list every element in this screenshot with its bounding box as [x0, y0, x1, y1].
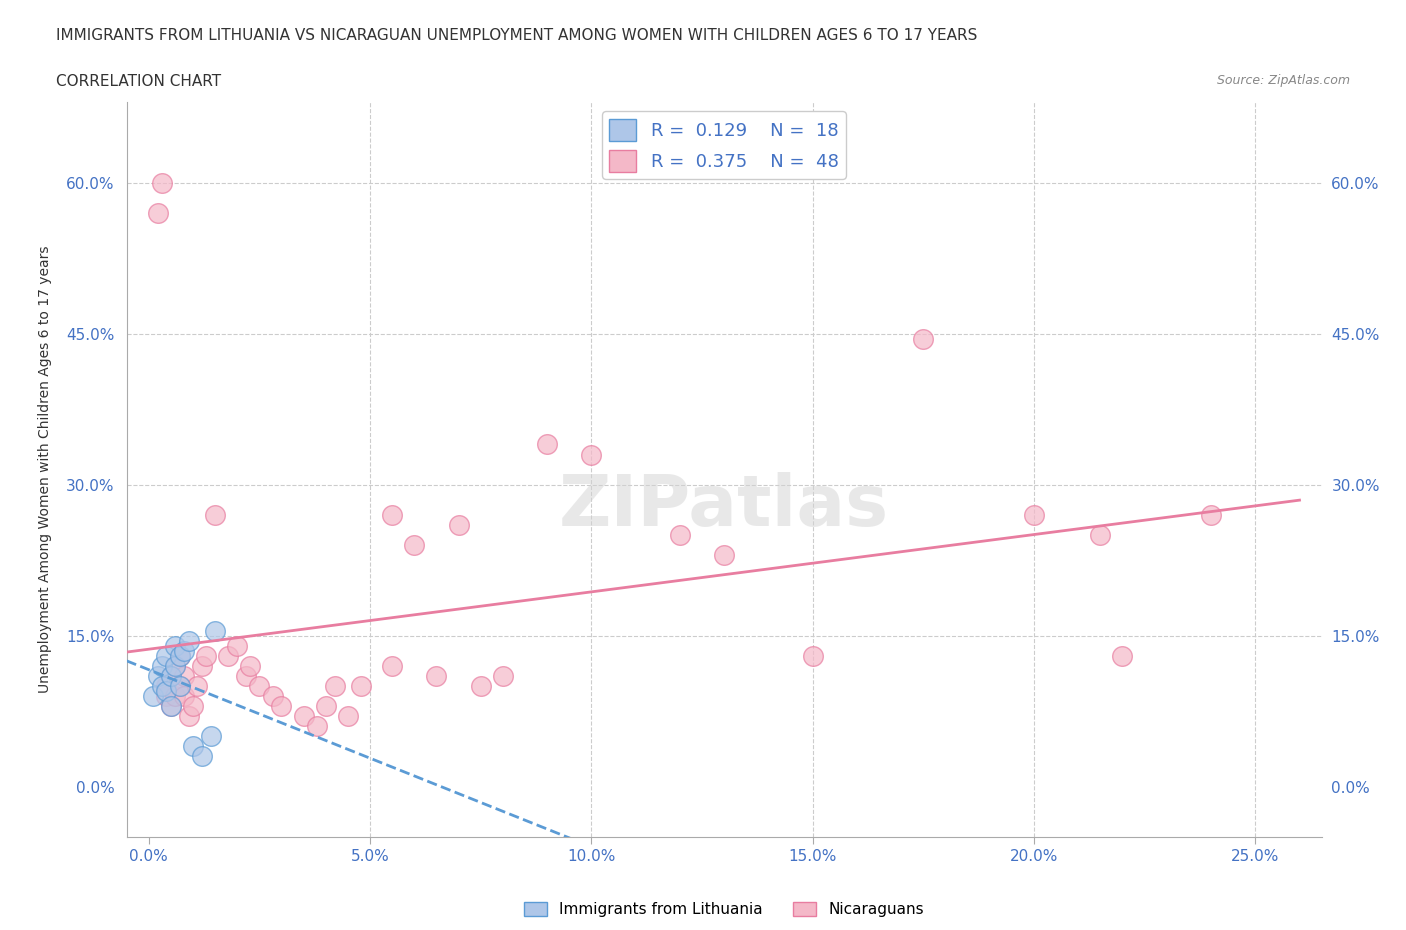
- Point: [1022, 508, 1045, 523]
- Point: [336, 709, 359, 724]
- Point: [155, 688, 177, 703]
- Point: [155, 648, 177, 663]
- Point: [173, 688, 195, 703]
- Point: [204, 623, 226, 638]
- Text: CORRELATION CHART: CORRELATION CHART: [56, 74, 221, 89]
- Point: [381, 508, 404, 523]
- Point: [912, 331, 935, 346]
- Point: [239, 658, 262, 673]
- Point: [159, 698, 181, 713]
- Point: [186, 679, 208, 694]
- Point: [404, 538, 426, 552]
- Point: [169, 679, 191, 694]
- Point: [150, 679, 173, 694]
- Legend: Immigrants from Lithuania, Nicaraguans: Immigrants from Lithuania, Nicaraguans: [517, 897, 931, 923]
- Point: [470, 679, 492, 694]
- Point: [146, 206, 169, 220]
- Point: [801, 648, 824, 663]
- Point: [195, 648, 218, 663]
- Point: [191, 749, 214, 764]
- Point: [447, 518, 470, 533]
- Point: [177, 709, 200, 724]
- Y-axis label: Unemployment Among Women with Children Ages 6 to 17 years: Unemployment Among Women with Children A…: [38, 246, 52, 694]
- Point: [169, 679, 191, 694]
- Text: ZIPatlas: ZIPatlas: [560, 472, 889, 541]
- Point: [1090, 527, 1112, 542]
- Point: [165, 638, 187, 653]
- Point: [350, 679, 373, 694]
- Point: [159, 669, 181, 684]
- Point: [247, 679, 270, 694]
- Point: [181, 698, 204, 713]
- Point: [381, 658, 404, 673]
- Point: [270, 698, 292, 713]
- Point: [292, 709, 315, 724]
- Point: [142, 688, 165, 703]
- Point: [169, 648, 191, 663]
- Point: [492, 669, 515, 684]
- Point: [177, 633, 200, 648]
- Point: [204, 508, 226, 523]
- Point: [159, 698, 181, 713]
- Point: [155, 684, 177, 698]
- Point: [173, 644, 195, 658]
- Point: [323, 679, 346, 694]
- Point: [200, 729, 222, 744]
- Point: [262, 688, 284, 703]
- Point: [581, 447, 603, 462]
- Point: [165, 688, 187, 703]
- Point: [669, 527, 692, 542]
- Point: [1111, 648, 1133, 663]
- Point: [159, 669, 181, 684]
- Text: Source: ZipAtlas.com: Source: ZipAtlas.com: [1216, 74, 1350, 87]
- Point: [235, 669, 257, 684]
- Point: [1199, 508, 1222, 523]
- Point: [146, 669, 169, 684]
- Point: [165, 658, 187, 673]
- Point: [305, 719, 328, 734]
- Point: [169, 648, 191, 663]
- Point: [165, 658, 187, 673]
- Point: [155, 679, 177, 694]
- Point: [173, 669, 195, 684]
- Point: [315, 698, 337, 713]
- Point: [217, 648, 239, 663]
- Text: IMMIGRANTS FROM LITHUANIA VS NICARAGUAN UNEMPLOYMENT AMONG WOMEN WITH CHILDREN A: IMMIGRANTS FROM LITHUANIA VS NICARAGUAN …: [56, 28, 977, 43]
- Point: [150, 176, 173, 191]
- Point: [536, 437, 558, 452]
- Point: [713, 548, 735, 563]
- Point: [181, 739, 204, 754]
- Point: [226, 638, 249, 653]
- Point: [425, 669, 447, 684]
- Point: [150, 658, 173, 673]
- Point: [191, 658, 214, 673]
